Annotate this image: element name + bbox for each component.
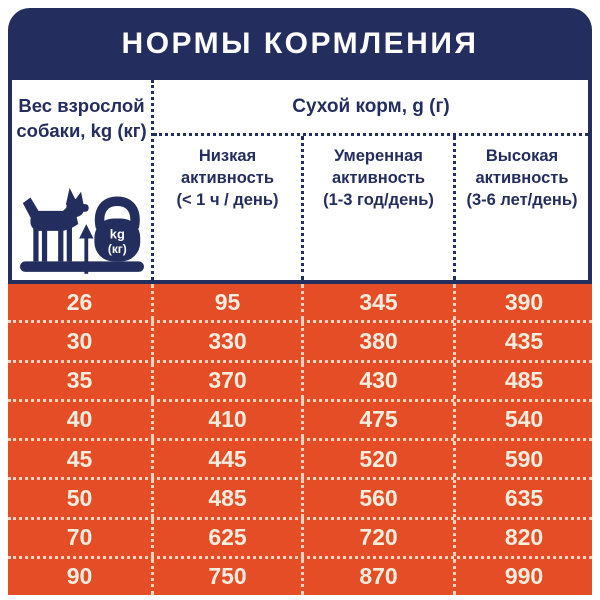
moderate-activity-line1: Умеренная [334, 147, 423, 165]
table-cell: 445 [154, 441, 304, 478]
table-row: 70 625 720 820 [8, 519, 592, 559]
table-cell: 635 [504, 484, 544, 511]
table-cell: 540 [504, 406, 544, 433]
column-header-moderate-activity: Умеренная активность (1-3 год/день) [304, 136, 456, 280]
low-activity-line1: Низкая [198, 147, 257, 165]
page-title: НОРМЫ КОРМЛЕНИЯ [121, 27, 479, 60]
table-cell: 820 [504, 524, 544, 551]
table-cell: 390 [504, 288, 544, 315]
table-cell: 90 [8, 558, 154, 595]
feeding-norms-panel: НОРМЫ КОРМЛЕНИЯ Вес взрослой собаки, kg … [8, 8, 592, 595]
table-cell: 380 [304, 323, 456, 360]
title-banner: НОРМЫ КОРМЛЕНИЯ [8, 8, 592, 80]
table-cell: 750 [154, 558, 304, 595]
table-cell: 30 [8, 323, 154, 360]
column-header-low-activity: Низкая активность (< 1 ч / день) [154, 136, 304, 280]
table-cell: 625 [154, 519, 304, 556]
table-cell: 70 [8, 519, 154, 556]
dog-weight-icon: kg (кг) [19, 187, 144, 274]
table-cell: 870 [304, 558, 456, 595]
table-row: 50 485 560 635 [8, 480, 592, 520]
table-cell: 345 [304, 284, 456, 321]
kettlebell-kg-label: kg [109, 227, 124, 242]
table-cell: 26 [8, 284, 154, 321]
weight-header-line2: собаки, kg (кг) [16, 119, 147, 141]
table-cell: 410 [154, 401, 304, 438]
low-activity-line3: (< 1 ч / день) [176, 190, 279, 209]
kettlebell-icon: kg (кг) [93, 196, 140, 262]
table-cell: 485 [154, 480, 304, 517]
table-cell: 435 [504, 327, 544, 354]
table-row: 40 410 475 540 [8, 401, 592, 441]
table-cell: 95 [154, 284, 304, 321]
table-cell: 590 [504, 445, 544, 472]
dog-silhouette [22, 187, 89, 262]
high-activity-line2: активность [475, 168, 569, 187]
moderate-activity-line2: активность [331, 168, 426, 187]
table-header: Вес взрослой собаки, kg (кг) [8, 80, 592, 284]
feeding-table-body: 26 95 345 390 30 330 380 435 35 370 430 485 40 410 475… [8, 284, 592, 595]
table-cell: 485 [504, 367, 544, 394]
table-row: 35 370 430 485 [8, 362, 592, 402]
table-cell: 370 [154, 362, 304, 399]
table-row: 90 750 870 990 [8, 558, 592, 595]
table-cell: 560 [304, 480, 456, 517]
table-row: 26 95 345 390 [8, 284, 592, 324]
table-cell: 430 [304, 362, 456, 399]
weight-column-header: Вес взрослой собаки, kg (кг) [12, 80, 154, 280]
table-row: 30 330 380 435 [8, 323, 592, 363]
table-cell: 40 [8, 401, 154, 438]
table-cell: 50 [8, 480, 154, 517]
table-row: 45 445 520 590 [8, 441, 592, 481]
weight-header-label: Вес взрослой собаки, kg (кг) [12, 94, 151, 144]
scale-bar-and-arrow-icon [19, 224, 144, 274]
high-activity-line1: Высокая [485, 147, 559, 165]
high-activity-line3: (3-6 лет/день) [466, 190, 578, 209]
table-cell: 330 [154, 323, 304, 360]
dry-food-group-header: Сухой корм, g (г) [154, 80, 588, 136]
weight-header-line1: Вес взрослой [18, 95, 145, 116]
table-cell: 35 [8, 362, 154, 399]
dry-food-label: Сухой корм, g (г) [292, 95, 450, 117]
low-activity-line2: активность [180, 168, 275, 187]
moderate-activity-line3: (1-3 год/день) [323, 190, 434, 209]
kettlebell-kg-cyrillic-label: (кг) [107, 242, 126, 256]
column-header-high-activity: Высокая активность (3-6 лет/день) [456, 136, 588, 280]
table-cell: 990 [504, 563, 544, 590]
table-cell: 475 [304, 401, 456, 438]
table-cell: 45 [8, 441, 154, 478]
table-cell: 720 [304, 519, 456, 556]
table-cell: 520 [304, 441, 456, 478]
